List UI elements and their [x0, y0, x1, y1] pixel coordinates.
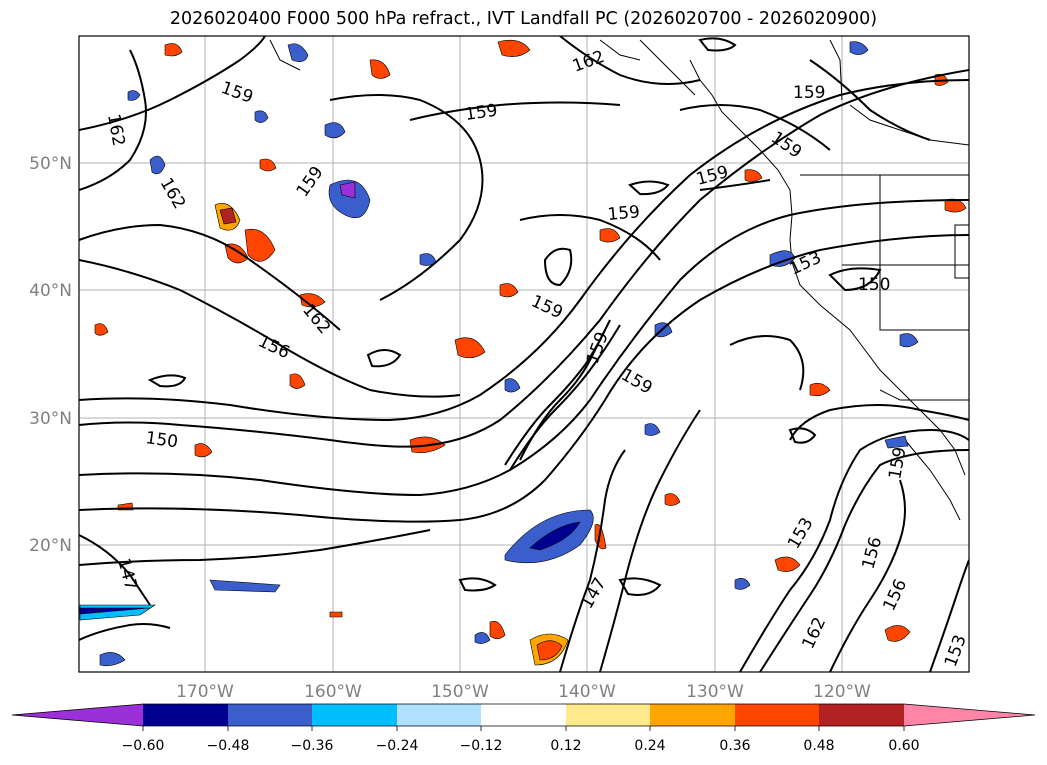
contour-label: 159 [464, 101, 499, 125]
colorbar-tick-label: 0.60 [888, 738, 919, 754]
colorbar: −0.60 −0.48 −0.36 −0.24 −0.12 0.12 0.24 … [11, 703, 1036, 754]
colorbar-segment [397, 704, 481, 726]
colorbar-segment [228, 704, 312, 726]
colorbar-segment [481, 704, 566, 726]
lon-label: 120°W [813, 682, 871, 702]
contour-label: 150 [144, 428, 179, 452]
lat-label: 30°N [29, 409, 72, 429]
colorbar-tick-label: 0.24 [634, 738, 665, 754]
coastlines [269, 39, 969, 521]
lat-label: 20°N [29, 536, 72, 556]
contour-label: 150 [858, 275, 890, 295]
map-title: 2026020400 F000 500 hPa refract., IVT La… [169, 9, 878, 29]
colorbar-tick-label: 0.12 [550, 738, 581, 754]
lon-label: 150°W [431, 682, 489, 702]
contour-label: 159 [607, 202, 641, 225]
contour-label: 159 [793, 83, 825, 103]
longitude-labels: 170°W 160°W 150°W 140°W 130°W 120°W [176, 682, 871, 702]
refractivity-contours [79, 36, 969, 672]
lat-label: 40°N [29, 281, 72, 301]
colorbar-tick-label: −0.12 [460, 738, 503, 754]
colorbar-extend-min [12, 704, 143, 726]
colorbar-tick-label: −0.60 [122, 738, 165, 754]
lat-label: 50°N [29, 154, 72, 174]
lon-label: 130°W [686, 682, 744, 702]
colorbar-tick-label: −0.36 [291, 738, 334, 754]
colorbar-segment [735, 704, 819, 726]
colorbar-tick-label: −0.24 [376, 738, 419, 754]
latitude-labels: 50°N 40°N 30°N 20°N [29, 154, 72, 556]
colorbar-segment [143, 704, 228, 726]
colorbar-ticks [142, 726, 905, 731]
colorbar-tick-label: −0.48 [207, 738, 250, 754]
lon-label: 140°W [558, 682, 616, 702]
map-frame [78, 35, 970, 673]
lon-label: 170°W [176, 682, 234, 702]
map-plot-area: 159 162 162 159 162 159 159 159 159 159 … [79, 36, 969, 672]
colorbar-segment [819, 704, 904, 726]
colorbar-tick-label: 0.36 [719, 738, 750, 754]
colorbar-segment [650, 704, 735, 726]
refractivity-anomaly-fill [79, 39, 967, 667]
colorbar-extend-max [904, 704, 1035, 726]
lon-label: 160°W [304, 682, 362, 702]
colorbar-tick-label: 0.48 [803, 738, 834, 754]
colorbar-segment [566, 704, 650, 726]
colorbar-segment [312, 704, 397, 726]
